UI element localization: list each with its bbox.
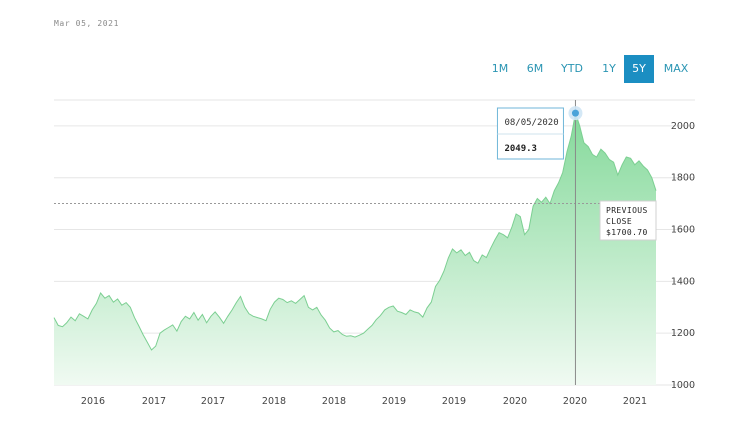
price-line	[53, 112, 657, 351]
x-tick-label: 2019	[442, 396, 466, 407]
x-axis: 2016 2017 2017 2018 2018 2019 2019 2020 2020 2021	[81, 396, 647, 407]
y-tick-label: 1400	[671, 276, 695, 287]
y-tick-label: 2000	[671, 121, 695, 132]
range-button-1m[interactable]: 1M	[491, 62, 509, 75]
range-button-1y[interactable]: 1Y	[602, 62, 616, 75]
tooltip-date: 08/05/2020	[504, 118, 558, 128]
y-tick-label: 1000	[671, 380, 695, 391]
x-tick-label: 2020	[503, 396, 527, 407]
previous-close-value: $1700.70	[606, 228, 648, 237]
range-button-ytd[interactable]: YTD	[561, 62, 583, 75]
y-tick-label: 1800	[671, 173, 695, 184]
x-tick-label: 2017	[142, 396, 166, 407]
x-tick-label: 2020	[563, 396, 587, 407]
previous-close-label-1: PREVIOUS	[606, 206, 648, 215]
y-axis: 1000 1200 1400 1600 1800 2000	[671, 121, 695, 391]
y-tick-label: 1200	[671, 328, 695, 339]
area-layer	[53, 112, 657, 385]
x-tick-label: 2021	[623, 396, 647, 407]
x-tick-label: 2017	[201, 396, 225, 407]
x-tick-label: 2019	[382, 396, 406, 407]
price-area	[54, 113, 656, 385]
y-tick-label: 1600	[671, 225, 695, 236]
previous-close-box	[599, 200, 657, 241]
range-button-max[interactable]: MAX	[663, 62, 689, 75]
overlay: PREVIOUS CLOSE $1700.70 08/05/2020 2049.3	[54, 100, 657, 385]
previous-close-label-2: CLOSE	[606, 217, 632, 226]
chart-date: Mar 05, 2021	[54, 19, 119, 28]
tooltip-value: 2049.3	[504, 144, 537, 154]
hover-dot	[571, 109, 579, 117]
range-selector: 1M 6M YTD 1Y 5Y MAX	[480, 55, 698, 83]
x-tick-label: 2018	[322, 396, 346, 407]
x-tick-label: 2016	[81, 396, 105, 407]
range-button-6m[interactable]: 6M	[526, 62, 544, 75]
x-tick-label: 2018	[262, 396, 286, 407]
range-button-5y[interactable]: 5Y	[624, 55, 654, 83]
